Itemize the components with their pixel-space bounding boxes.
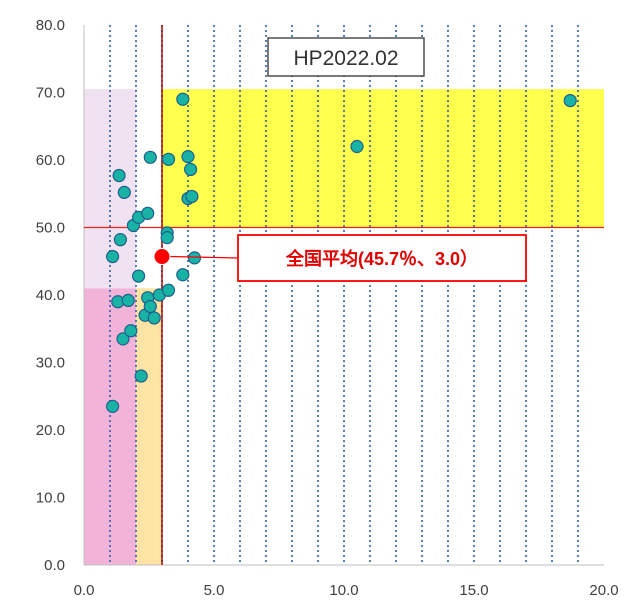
data-point	[350, 139, 364, 154]
y-tick-label: 10.0	[36, 490, 65, 507]
data-point	[161, 152, 176, 166]
data-point	[143, 150, 157, 164]
y-tick-label: 40.0	[36, 287, 65, 304]
shaded-region-1	[136, 288, 162, 565]
data-point	[116, 332, 130, 346]
data-points	[105, 92, 577, 413]
data-point	[113, 233, 128, 247]
data-point	[176, 92, 190, 106]
data-point	[185, 189, 199, 204]
chart-title: HP2022.02	[293, 47, 398, 70]
chart-title-box: HP2022.02	[267, 37, 425, 77]
data-point	[181, 150, 195, 164]
y-tick-label: 0.0	[44, 557, 65, 574]
callout-label: 全国平均(45.7％、3.0）	[285, 248, 478, 269]
y-tick-label: 60.0	[36, 152, 65, 169]
data-point	[121, 293, 135, 307]
data-point	[161, 283, 176, 297]
x-tick-label: 10.0	[329, 582, 358, 599]
data-point	[105, 399, 120, 413]
y-tick-label: 20.0	[36, 422, 65, 439]
data-point	[184, 162, 198, 177]
national-average-marker	[153, 248, 171, 266]
data-point	[160, 231, 174, 245]
data-point	[176, 268, 190, 282]
data-point	[563, 93, 577, 108]
x-tick-label: 0.0	[74, 582, 95, 599]
data-point	[143, 299, 157, 314]
data-point	[187, 251, 202, 265]
national-average-marker-group	[153, 248, 171, 266]
y-tick-label: 50.0	[36, 220, 65, 237]
y-axis-ticks: 0.0 10.0 20.0 30.0 40.0 50.0 60.0 70.0 80.0	[36, 17, 65, 574]
data-point	[112, 168, 126, 183]
data-point	[132, 269, 146, 283]
x-tick-label: 20.0	[589, 582, 618, 599]
chart-title-frame	[267, 37, 425, 77]
data-point	[117, 185, 131, 199]
callout-leader-line	[169, 255, 239, 259]
axes	[83, 25, 604, 566]
y-tick-label: 80.0	[36, 17, 65, 34]
data-point	[147, 311, 161, 325]
x-tick-label: 5.0	[204, 582, 225, 599]
data-point	[124, 324, 138, 338]
data-point	[105, 249, 120, 264]
callout-box	[237, 234, 527, 282]
y-tick-label: 70.0	[36, 85, 65, 102]
national-average-callout: 全国平均(45.7％、3.0）	[169, 234, 527, 282]
shaded-region-3	[162, 89, 604, 228]
data-point	[141, 206, 155, 220]
x-axis-ticks: 0.0 5.0 10.0 15.0 20.0	[74, 582, 619, 599]
y-tick-label: 30.0	[36, 355, 65, 372]
data-point	[134, 369, 148, 383]
x-tick-label: 15.0	[459, 582, 488, 599]
